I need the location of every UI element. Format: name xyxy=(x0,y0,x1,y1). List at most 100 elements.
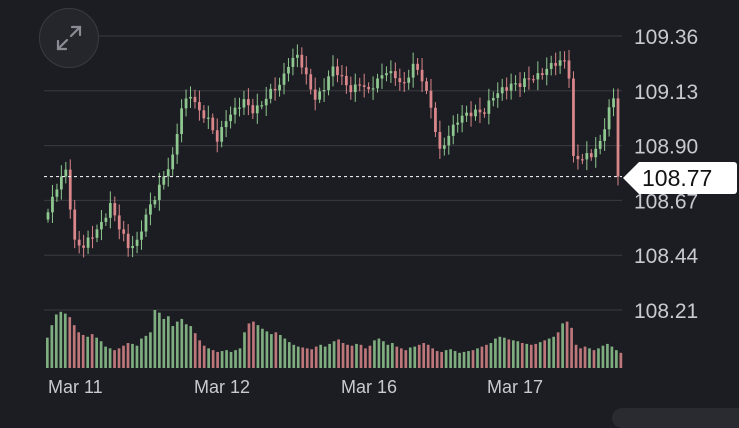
volume-bar xyxy=(476,348,479,368)
candle-body xyxy=(91,237,94,239)
candle-body xyxy=(398,78,402,83)
candle-body xyxy=(447,135,451,146)
candle-body xyxy=(287,66,290,74)
candle-body xyxy=(376,78,379,89)
candle-body xyxy=(282,73,286,85)
candle-body xyxy=(402,82,406,84)
candle-body xyxy=(135,239,139,246)
candlestick-chart[interactable]: 109.36 109.13 108.90 108.67 108.44 108.21 Mar … xyxy=(0,0,739,415)
volume-bar xyxy=(588,348,591,368)
volume-bar xyxy=(552,336,555,368)
candle-body xyxy=(162,176,166,185)
candle-body xyxy=(496,93,500,99)
volume-bar xyxy=(485,344,488,368)
bottom-handle[interactable] xyxy=(612,408,739,428)
candle-body xyxy=(518,83,522,88)
candle-body xyxy=(523,78,526,88)
volume-bar xyxy=(507,339,511,368)
candle-body xyxy=(82,245,86,248)
candle-body xyxy=(224,121,228,128)
candle-body xyxy=(291,57,295,67)
volume-bar xyxy=(503,337,506,368)
candle-body xyxy=(211,117,215,131)
candle-body xyxy=(469,112,473,117)
candle-body xyxy=(242,99,246,108)
volume-bar xyxy=(158,312,161,368)
candle-body xyxy=(113,203,117,216)
candle-body xyxy=(603,129,607,141)
volume-bar xyxy=(310,349,314,368)
volume-bar xyxy=(547,338,551,368)
volume-bar xyxy=(467,351,470,368)
candle-body xyxy=(278,84,281,91)
candle-body xyxy=(540,73,544,75)
volume-bar xyxy=(247,323,251,368)
volume-bar xyxy=(511,340,515,368)
volume-bar xyxy=(462,351,466,368)
volume-bar xyxy=(592,350,596,368)
volume-bar xyxy=(328,343,331,368)
volume-bar xyxy=(480,346,484,368)
candle-body xyxy=(55,189,59,197)
candle-body xyxy=(460,115,464,123)
volume-bar xyxy=(283,338,287,368)
volume-bar xyxy=(166,316,170,368)
candle-body xyxy=(500,87,504,94)
volume-bar xyxy=(202,345,206,368)
candle-body xyxy=(206,117,210,119)
candle-body xyxy=(238,107,241,109)
candle-body xyxy=(385,73,388,76)
candle-body xyxy=(149,204,152,215)
expand-button[interactable] xyxy=(39,8,99,68)
candle-body xyxy=(580,159,584,161)
volume-bar xyxy=(543,340,547,368)
volume-bar xyxy=(565,321,569,368)
candle-body xyxy=(300,54,304,68)
volume-bar xyxy=(265,331,269,368)
candle-body xyxy=(474,109,477,117)
volume-bar xyxy=(193,333,197,368)
volume-bar xyxy=(99,341,103,368)
candle-body xyxy=(331,66,335,77)
volume-bar xyxy=(184,324,188,368)
volume-bar xyxy=(556,332,560,368)
candle-body xyxy=(411,63,415,78)
volume-bar xyxy=(395,346,399,368)
volume-bar xyxy=(570,327,573,368)
volume-bar xyxy=(408,347,412,368)
volume-bar xyxy=(323,346,327,368)
candle-body xyxy=(567,60,571,79)
volume-bar xyxy=(319,344,323,368)
candle-body xyxy=(442,145,446,149)
candle-body xyxy=(598,140,602,149)
volume-bar xyxy=(305,348,309,368)
volume-bar xyxy=(610,346,614,368)
candle-body xyxy=(349,85,353,93)
candle-body xyxy=(483,112,486,114)
volume-bar xyxy=(417,344,421,368)
volume-bar xyxy=(108,348,112,368)
candle-body xyxy=(509,83,513,91)
volume-bar xyxy=(252,321,255,368)
candle-body xyxy=(117,215,121,230)
candle-body xyxy=(313,89,317,100)
volume-bar xyxy=(538,342,542,368)
volume-bar xyxy=(292,344,296,368)
volume-bar xyxy=(90,334,94,368)
volume-bar xyxy=(149,332,152,368)
volume-bar xyxy=(198,340,202,368)
candle-body xyxy=(532,79,535,81)
candle-body xyxy=(594,148,598,158)
volume-bar xyxy=(180,318,184,368)
volume-bar xyxy=(77,332,81,368)
volume-bar xyxy=(615,350,618,368)
candle-body xyxy=(304,67,308,75)
volume-bar xyxy=(122,345,125,368)
candle-body xyxy=(295,54,299,58)
volume-bar xyxy=(171,326,175,368)
volume-bar xyxy=(207,348,210,368)
volume-bar xyxy=(86,336,90,368)
volume-bar xyxy=(278,334,282,368)
volume-bar xyxy=(516,341,520,368)
volume-bar xyxy=(332,341,336,368)
